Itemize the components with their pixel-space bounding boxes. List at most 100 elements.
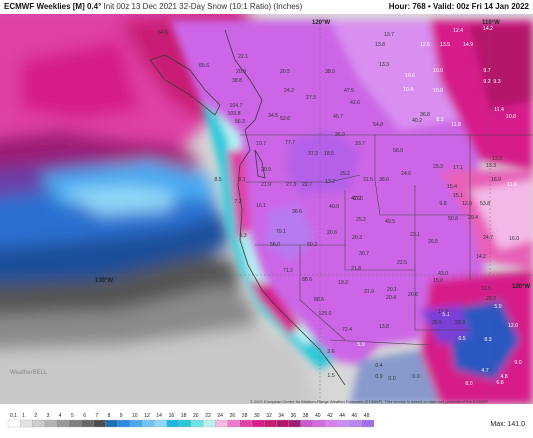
snow-value-label: 29.5 <box>432 320 442 326</box>
snow-value-label: 71.2 <box>283 268 293 274</box>
snow-value-label: 22.1 <box>238 54 248 60</box>
legend-colorbar: 0.1 1 2 3 4 5 6 7 8 9 10 12 14 16 18 20 22 24 26 28 30 32 34 36… <box>7 413 375 428</box>
legend-swatch <box>142 419 155 428</box>
max-value: Max: 141.0 <box>490 421 525 428</box>
snow-value-label: 5.1 <box>442 312 449 318</box>
legend-tick-label: 20 <box>193 413 199 419</box>
legend-swatch <box>117 419 131 428</box>
legend-swatch <box>349 419 362 428</box>
snow-value-label: 37.3 <box>308 151 318 157</box>
snow-value-label: 20.3 <box>352 235 362 241</box>
snow-value-label: 9.2 <box>483 79 490 85</box>
snow-value-label: 34.5 <box>268 113 278 119</box>
legend-tick-label: 12 <box>144 413 150 419</box>
snow-value-label: 18.5 <box>324 151 334 157</box>
snow-value-label: 42.2 <box>351 196 361 202</box>
legend-swatch <box>93 419 106 428</box>
snow-value-label: 0.0 <box>412 374 419 380</box>
snow-value-label: 17.3 <box>438 309 448 315</box>
snow-value-label: 49.5 <box>385 219 395 225</box>
snow-value-label: 21.9 <box>261 182 271 188</box>
snow-value-label: 28.3 <box>455 320 465 326</box>
lon-label-120w-2: 120°W <box>512 284 530 290</box>
legend-swatch <box>239 419 253 428</box>
snow-value-label: 12.0 <box>462 201 472 207</box>
snow-value-label: 46.7 <box>333 114 343 120</box>
legend-tick-label: 2 <box>34 413 37 419</box>
legend-swatch <box>32 419 45 428</box>
snow-value-label: 6.8 <box>496 380 503 386</box>
snow-value-label: 43.0 <box>438 271 448 277</box>
snow-value-label: 20.6 <box>408 292 418 298</box>
snow-value-label: 14.2 <box>476 254 486 260</box>
snow-map: 120°W 110°W 130°W 120°W 54.6 22.1 20.9 20.5… <box>0 14 533 404</box>
snow-value-label: 13.2 <box>325 179 335 185</box>
legend-tick-label: 3 <box>47 413 50 419</box>
snow-value-label: 11.6 <box>507 182 517 188</box>
snow-value-label: 16.9 <box>491 177 501 183</box>
snow-value-label: 13.3 <box>486 163 496 169</box>
snow-value-label: 36.6 <box>292 209 302 215</box>
legend-tick-label: 7 <box>95 413 98 419</box>
snow-value-label: 16.0 <box>509 236 519 242</box>
snow-value-label: 7.2 <box>234 199 241 205</box>
coastlines <box>149 29 346 386</box>
snow-value-label: 9.0 <box>514 360 521 366</box>
snow-value-label: 8.2 <box>436 117 443 123</box>
snow-value-label: 22.2 <box>486 296 496 302</box>
legend-tick-label: 42 <box>327 413 333 419</box>
snow-value-label: 13.3 <box>379 62 389 68</box>
snow-value-label: 22.5 <box>397 260 407 266</box>
snow-value-label: 20.9 <box>236 69 246 75</box>
snow-value-label: 0.9 <box>375 374 382 380</box>
snow-value-label: 14.2 <box>483 26 493 32</box>
snow-value-label: 40.2 <box>412 118 422 124</box>
snow-value-label: 27.3 <box>286 182 296 188</box>
snow-value-label: 2.6 <box>327 349 334 355</box>
snow-value-label: 103.8 <box>228 111 241 117</box>
snow-value-label: 38.8 <box>232 78 242 84</box>
legend-swatch <box>325 419 338 428</box>
snow-value-label: 25.2 <box>356 217 366 223</box>
legend-tick-label: 44 <box>339 413 345 419</box>
snow-value-label: 9.8 <box>439 201 446 207</box>
snow-value-label: 15.1 <box>453 193 463 199</box>
legend-tick-label: 9 <box>120 413 123 419</box>
snow-value-label: 20.6 <box>327 230 337 236</box>
legend-tick-label: 5 <box>71 413 74 419</box>
legend-tick-label: 34 <box>278 413 284 419</box>
legend-swatch <box>44 419 57 428</box>
snow-value-label: 12.0 <box>508 323 518 329</box>
legend-tick-label: 40 <box>315 413 321 419</box>
snow-value-label: 24.2 <box>284 88 294 94</box>
legend-swatch <box>264 419 277 428</box>
legend-swatch <box>154 419 167 428</box>
legend-tick-label: 22 <box>205 413 211 419</box>
legend-tick-label: 10 <box>132 413 138 419</box>
legend-tick-label: 1 <box>22 413 25 419</box>
snow-value-label: 54.6 <box>158 30 168 36</box>
snow-value-label: 31.5 <box>481 286 491 292</box>
product-name: 32-Day Snow (10:1 Ratio) (Inches) <box>179 2 303 11</box>
snow-value-label: 42.6 <box>350 100 360 106</box>
snow-value-label: 47.5 <box>344 88 354 94</box>
snow-value-label: 25.3 <box>433 164 443 170</box>
legend-swatch <box>337 419 350 428</box>
snow-value-label: 21.8 <box>351 266 361 272</box>
credit-text: © 2021 European Centre for Medium-Range … <box>250 399 489 404</box>
legend-swatch <box>166 419 179 428</box>
snow-value-label: 15.0 <box>433 278 443 284</box>
snow-value-labels: 54.6 22.1 20.9 20.5 38.0 38.8 65.6 13.7 12.4 14.2… <box>158 26 522 387</box>
snow-value-label: 24.6 <box>401 171 411 177</box>
snow-value-label: 4.7 <box>481 368 488 374</box>
snow-value-label: 30.7 <box>359 251 369 257</box>
legend-swatch <box>361 419 375 428</box>
snow-value-label: 8.1 <box>238 177 245 183</box>
snow-value-label: 13.5 <box>440 42 450 48</box>
legend-tick-label: 24 <box>217 413 223 419</box>
snow-value-label: 36.0 <box>335 132 345 138</box>
init-time: Init 00z 13 Dec 2021 <box>103 2 177 11</box>
snow-value-label: 8.3 <box>484 337 491 343</box>
snow-value-label: 19.2 <box>338 280 348 286</box>
